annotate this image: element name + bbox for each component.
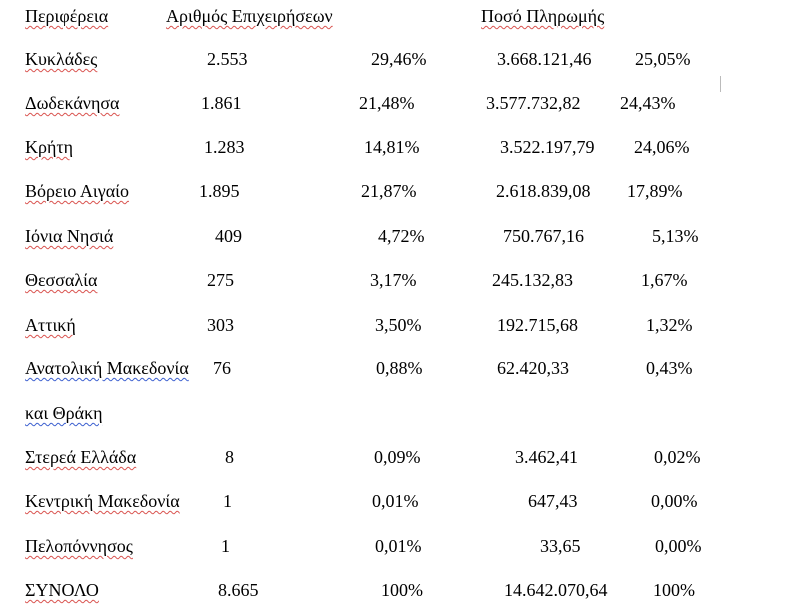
payment-amount: 3.577.732,82 <box>486 93 581 113</box>
payment-percent: 24,43% <box>620 93 676 113</box>
payment-percent: 0,00% <box>651 491 698 511</box>
region-name: Κεντρική Μακεδονία <box>25 491 180 511</box>
payment-amount: 192.715,68 <box>497 315 578 335</box>
region-name: Κρήτη <box>25 137 74 157</box>
payment-percent: 17,89% <box>627 181 683 201</box>
region-name: Βόρειο Αιγαίο <box>25 181 129 201</box>
business-count-percent: 3,50% <box>375 315 422 335</box>
business-count-percent: 29,46% <box>371 49 427 69</box>
business-count: 409 <box>215 226 242 246</box>
business-count-percent: 3,17% <box>370 270 417 290</box>
business-count-percent: 0,09% <box>374 447 421 467</box>
business-count-percent: 4,72% <box>378 226 425 246</box>
total-label: ΣΥΝΟΛΟ <box>25 580 99 600</box>
payment-percent: 0,43% <box>646 358 693 378</box>
payment-percent: 24,06% <box>634 137 690 157</box>
region-name: Στερεά Ελλάδα <box>25 447 137 467</box>
total-payment-percent: 100% <box>653 580 695 600</box>
business-count: 1.861 <box>201 93 242 113</box>
payment-percent: 1,67% <box>641 270 688 290</box>
business-count: 8 <box>225 447 234 467</box>
business-count-percent: 0,01% <box>375 536 422 556</box>
payment-amount: 2.618.839,08 <box>496 181 591 201</box>
region-name: Δωδεκάνησα <box>25 93 120 113</box>
business-count: 1 <box>223 491 232 511</box>
payment-percent: 0,00% <box>655 536 702 556</box>
payment-amount: 3.668.121,46 <box>497 49 592 69</box>
payment-percent: 25,05% <box>635 49 691 69</box>
business-count: 2.553 <box>207 49 248 69</box>
header-region: Περιφέρεια <box>25 6 109 26</box>
region-name: Κυκλάδες <box>25 49 98 69</box>
payment-amount: 33,65 <box>540 536 581 556</box>
business-count: 1.895 <box>199 181 240 201</box>
region-name: Ιόνια Νησιά <box>25 226 114 246</box>
business-count-percent: 0,88% <box>376 358 423 378</box>
business-count: 303 <box>207 315 234 335</box>
total-business-count: 8.665 <box>218 580 259 600</box>
header-business-count: Αριθμός Επιχειρήσεων <box>166 6 333 26</box>
payment-amount: 245.132,83 <box>492 270 573 290</box>
payment-amount: 750.767,16 <box>503 226 584 246</box>
business-count: 275 <box>207 270 234 290</box>
total-payment-amount: 14.642.070,64 <box>504 580 608 600</box>
business-count: 1 <box>221 536 230 556</box>
payment-amount: 62.420,33 <box>497 358 569 378</box>
payment-amount: 3.522.197,79 <box>500 137 595 157</box>
region-name: Θεσσαλία <box>25 270 98 290</box>
payment-percent: 0,02% <box>654 447 701 467</box>
business-count-percent: 21,87% <box>361 181 417 201</box>
business-count-percent: 21,48% <box>359 93 415 113</box>
header-payment-amount: Ποσό Πληρωμής <box>481 6 605 26</box>
region-name: Αττική <box>25 315 76 335</box>
business-count-percent: 0,01% <box>372 491 419 511</box>
business-count: 1.283 <box>204 137 245 157</box>
text-cursor <box>720 76 721 92</box>
payment-percent: 1,32% <box>646 315 693 335</box>
region-name: Πελοπόννησος <box>25 536 133 556</box>
payment-amount: 3.462,41 <box>515 447 578 467</box>
region-name-continuation: και Θράκη <box>25 403 103 423</box>
business-count-percent: 14,81% <box>364 137 420 157</box>
region-name: Ανατολική Μακεδονία <box>25 358 189 378</box>
business-count: 76 <box>213 358 231 378</box>
payment-amount: 647,43 <box>528 491 578 511</box>
payment-percent: 5,13% <box>652 226 699 246</box>
total-business-count-percent: 100% <box>381 580 423 600</box>
